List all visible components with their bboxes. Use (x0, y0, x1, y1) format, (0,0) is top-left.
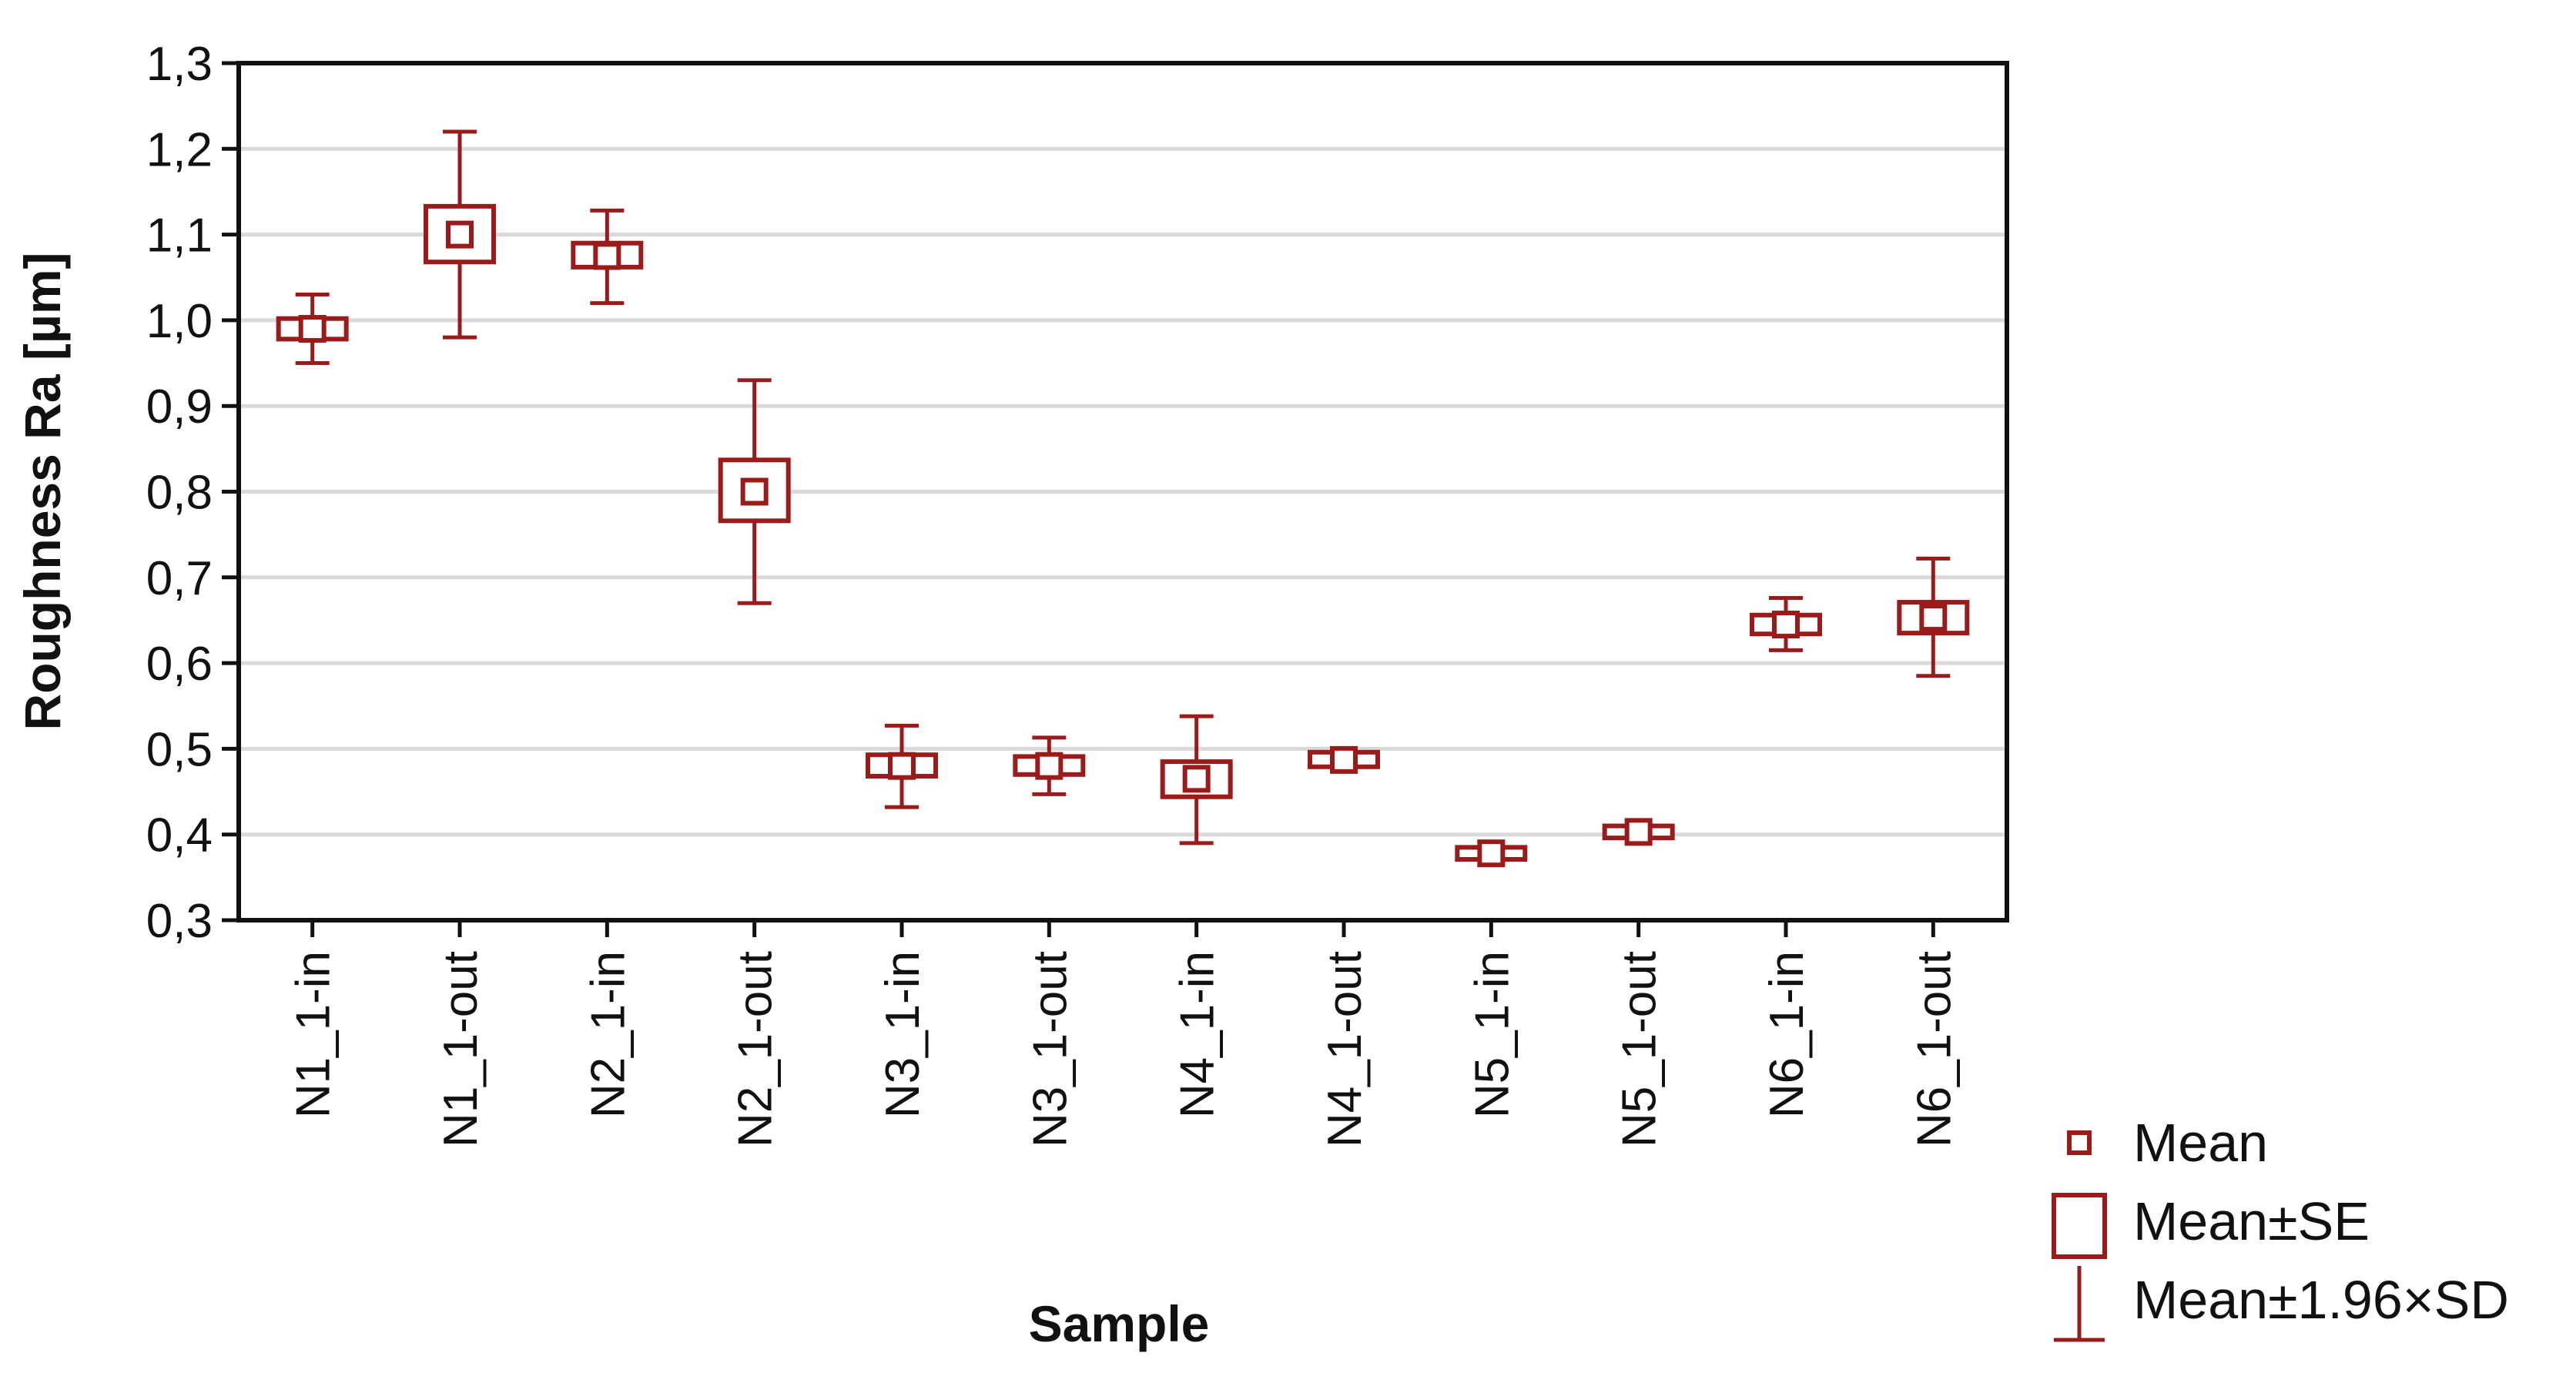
sample-group (1602, 818, 1675, 846)
mean-marker (740, 477, 769, 506)
y-tick-label: 1,2 (146, 123, 213, 176)
legend-label: Mean±SE (2133, 1191, 2370, 1251)
mean-marker (1035, 752, 1064, 780)
y-tick-label: 1,3 (146, 38, 213, 91)
mean-marker (1919, 604, 1948, 632)
sample-group (1013, 735, 1086, 796)
y-tick-label: 1,1 (146, 209, 213, 263)
x-tick-label: N4_1-out (1318, 951, 1372, 1147)
mean-marker (1772, 611, 1800, 639)
mean-marker (1182, 765, 1211, 793)
mean-marker (1330, 745, 1358, 774)
sample-group (571, 208, 644, 306)
legend: Mean Mean±SE Mean±1.96×SD (2052, 1113, 2509, 1342)
y-tick-label: 0,8 (146, 467, 213, 520)
grid-lines (239, 146, 2007, 837)
y-tick-label: 0,9 (146, 380, 213, 434)
y-axis: 0,3 0,4 0,5 0,6 0,7 0,8 0,9 1,0 1,1 1,2 1,3 (146, 38, 239, 948)
legend-item: Mean (2067, 1113, 2268, 1173)
legend-label: Mean (2133, 1113, 2268, 1173)
x-tick-label: N6_1-out (1908, 951, 1961, 1147)
mean-marker (593, 242, 621, 270)
data-marks (276, 129, 1970, 868)
legend-mean-symbol (2067, 1130, 2092, 1155)
x-tick-label: N3_1-in (876, 951, 930, 1118)
mean-marker (1477, 839, 1506, 868)
y-tick-label: 1,0 (146, 295, 213, 348)
y-tick-label: 0,4 (146, 809, 213, 862)
y-axis-title: Roughness Ra [µm] (14, 252, 71, 730)
sample-group (866, 723, 938, 809)
y-tick-label: 0,3 (146, 895, 213, 948)
y-tick-label: 0,6 (146, 638, 213, 691)
mean-marker (1624, 818, 1653, 846)
x-tick-label: N2_1-out (729, 951, 782, 1147)
x-axis: N1_1-in N1_1-out N2_1-in N2_1-out N3_1-in N3_… (287, 920, 1961, 1147)
sample-group (424, 129, 496, 340)
x-tick-label: N1_1-in (287, 951, 340, 1118)
y-tick-label: 0,7 (146, 552, 213, 605)
legend-item: Mean±SE (2052, 1191, 2370, 1259)
x-tick-label: N6_1-in (1760, 951, 1814, 1118)
sample-group (1160, 714, 1233, 846)
legend-se-symbol (2052, 1193, 2107, 1259)
mean-marker (446, 220, 474, 249)
sample-group (276, 293, 349, 366)
sample-group (1455, 839, 1528, 868)
x-tick-label: N5_1-out (1613, 951, 1667, 1147)
x-tick-label: N1_1-out (434, 951, 487, 1147)
x-tick-label: N5_1-in (1466, 951, 1519, 1118)
x-axis-title: Sample (1029, 1295, 1210, 1352)
legend-item: Mean±1.96×SD (2054, 1266, 2509, 1342)
sample-group (1308, 745, 1380, 774)
x-tick-label: N3_1-out (1023, 951, 1077, 1147)
x-tick-label: N2_1-in (581, 951, 635, 1118)
sample-group (1897, 556, 1970, 678)
sample-group (1750, 596, 1822, 652)
x-tick-label: N4_1-in (1171, 951, 1224, 1118)
sample-group (718, 378, 791, 605)
y-tick-label: 0,5 (146, 723, 213, 776)
mean-marker (888, 752, 916, 780)
legend-label: Mean±1.96×SD (2133, 1270, 2509, 1330)
mean-marker (298, 315, 327, 343)
